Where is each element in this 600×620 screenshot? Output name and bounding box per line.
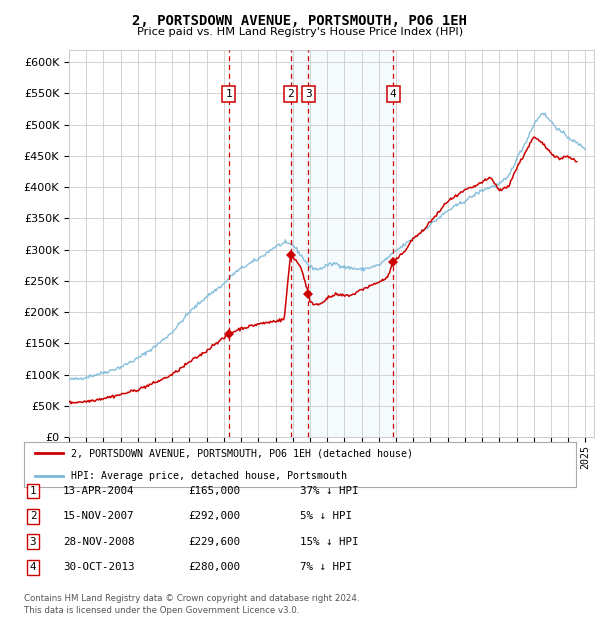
Text: 4: 4 (30, 562, 36, 572)
Text: 2: 2 (287, 89, 294, 99)
Text: 1: 1 (226, 89, 232, 99)
Text: 30-OCT-2013: 30-OCT-2013 (63, 562, 134, 572)
Text: £292,000: £292,000 (188, 512, 240, 521)
Text: 28-NOV-2008: 28-NOV-2008 (63, 537, 134, 547)
Text: 15% ↓ HPI: 15% ↓ HPI (300, 537, 359, 547)
Text: 13-APR-2004: 13-APR-2004 (63, 486, 134, 496)
Text: 1: 1 (30, 486, 36, 496)
Text: 15-NOV-2007: 15-NOV-2007 (63, 512, 134, 521)
Text: 37% ↓ HPI: 37% ↓ HPI (300, 486, 359, 496)
Text: 4: 4 (390, 89, 397, 99)
Text: Contains HM Land Registry data © Crown copyright and database right 2024.: Contains HM Land Registry data © Crown c… (24, 594, 359, 603)
Text: 2, PORTSDOWN AVENUE, PORTSMOUTH, PO6 1EH: 2, PORTSDOWN AVENUE, PORTSMOUTH, PO6 1EH (133, 14, 467, 28)
Text: £165,000: £165,000 (188, 486, 240, 496)
Text: 5% ↓ HPI: 5% ↓ HPI (300, 512, 352, 521)
Text: 3: 3 (305, 89, 312, 99)
Text: This data is licensed under the Open Government Licence v3.0.: This data is licensed under the Open Gov… (24, 606, 299, 616)
Text: 7% ↓ HPI: 7% ↓ HPI (300, 562, 352, 572)
Bar (290, 50, 393, 437)
Text: 2, PORTSDOWN AVENUE, PORTSMOUTH, PO6 1EH (detached house): 2, PORTSDOWN AVENUE, PORTSMOUTH, PO6 1EH… (71, 448, 413, 458)
Text: HPI: Average price, detached house, Portsmouth: HPI: Average price, detached house, Port… (71, 471, 347, 480)
Text: Price paid vs. HM Land Registry's House Price Index (HPI): Price paid vs. HM Land Registry's House … (137, 27, 463, 37)
Text: £280,000: £280,000 (188, 562, 240, 572)
Text: 3: 3 (30, 537, 36, 547)
Text: 2: 2 (30, 512, 36, 521)
Text: £229,600: £229,600 (188, 537, 240, 547)
